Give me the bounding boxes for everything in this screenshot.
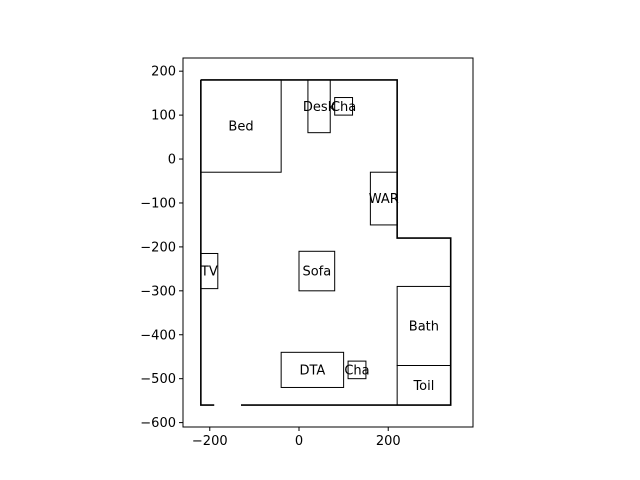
sofa-box	[298, 250, 336, 292]
chair-top-label: Cha	[331, 100, 356, 115]
y-tick-label: −400	[140, 328, 176, 343]
dta-label: DTA	[299, 363, 325, 378]
toilet-label: Toil	[412, 379, 434, 394]
y-tick-label: −100	[140, 196, 176, 211]
plot-frame	[182, 57, 474, 428]
y-tick-label: 200	[151, 65, 176, 80]
wardrobe-box	[369, 171, 398, 226]
dta-box	[280, 351, 345, 388]
toilet-box	[396, 365, 452, 406]
desk-label: Desk	[303, 100, 336, 115]
x-tick-label: 200	[376, 434, 401, 449]
chair-top-box	[334, 97, 354, 116]
y-tick-label: −500	[140, 372, 176, 387]
y-tick-label: 0	[168, 153, 176, 168]
sofa-label: Sofa	[302, 265, 331, 280]
desk-box	[307, 79, 331, 134]
tv-label: TV	[200, 265, 218, 280]
y-tick-label: −600	[140, 416, 176, 431]
wardrobe-label: WAR	[369, 192, 399, 207]
y-tick-label: −200	[140, 240, 176, 255]
bath-label: Bath	[409, 319, 439, 334]
axis-ticks: −200 0 200 200 100 0 −100 −200 −300 −400 −500 −600	[140, 65, 400, 449]
chair-bottom-box	[347, 360, 367, 380]
x-tick-label: −200	[192, 434, 228, 449]
y-tick-label: −300	[140, 284, 176, 299]
bed-box	[200, 79, 282, 173]
wall-outline	[200, 79, 452, 406]
tv-box	[200, 252, 219, 290]
x-tick-label: 0	[295, 434, 303, 449]
chair-bottom-label: Cha	[344, 363, 369, 378]
y-tick-label: 100	[151, 109, 176, 124]
bed-label: Bed	[228, 120, 253, 135]
